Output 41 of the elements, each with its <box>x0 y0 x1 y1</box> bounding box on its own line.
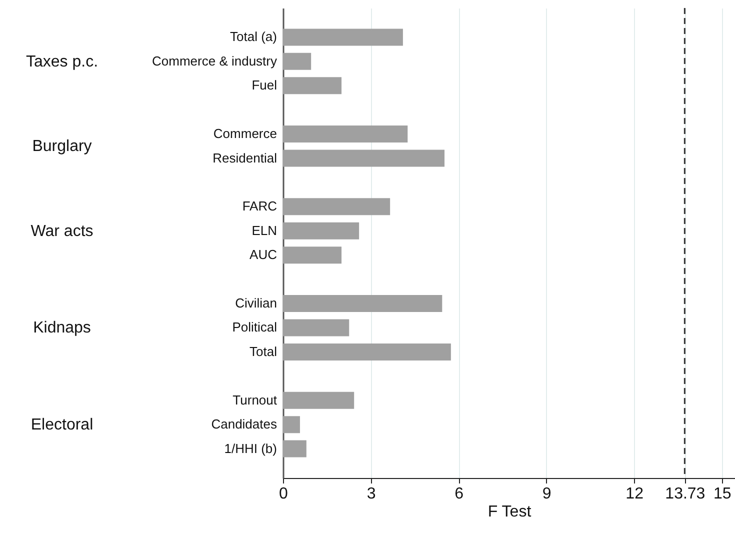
bar <box>283 126 408 143</box>
y-tick-label: Commerce & industry <box>152 53 278 68</box>
y-tick-label: FARC <box>242 198 277 214</box>
y-tick-label: Civilian <box>235 296 277 311</box>
text: War acts <box>30 222 94 240</box>
x-tick-label: 0 <box>279 486 288 502</box>
y-tick-label: AUC <box>250 247 277 262</box>
x-tick-label: 13.73 <box>665 486 706 502</box>
y-tick-label: Total <box>250 344 278 359</box>
bar <box>283 77 342 94</box>
bar <box>283 440 306 458</box>
bar <box>283 246 342 264</box>
x-tick-label: 15 <box>713 486 732 502</box>
bar <box>283 392 354 409</box>
bar <box>283 222 360 240</box>
text: Taxes p.c. <box>26 53 98 70</box>
x-tick-label: 3 <box>366 486 376 502</box>
x-tick-label: 9 <box>542 486 552 502</box>
y-tick-label: Total (a) <box>230 29 277 44</box>
bar <box>283 343 451 360</box>
bar <box>283 150 444 167</box>
text: Burglary <box>32 138 92 156</box>
y-tick-label: Commerce <box>213 126 277 142</box>
bar <box>283 52 312 70</box>
bar <box>283 295 442 312</box>
x-tick-label: 6 <box>454 486 464 502</box>
x-tick-label: 12 <box>626 486 644 502</box>
y-tick-label: Political <box>232 320 278 335</box>
y-tick-label: 1/HHI (b) <box>224 440 277 456</box>
text: Kidnaps <box>33 320 91 337</box>
y-tick-label: ELN <box>252 222 277 238</box>
text: Electoral <box>30 416 94 434</box>
x-axis-title: F Test <box>488 504 532 520</box>
bar <box>283 416 300 434</box>
y-tick-label: Candidates <box>211 416 278 432</box>
y-tick-label: Fuel <box>252 78 278 93</box>
bar <box>283 319 350 336</box>
y-tick-label: Residential <box>212 150 278 166</box>
bar <box>283 28 403 46</box>
y-tick-label: Turnout <box>232 392 278 408</box>
bar <box>283 198 390 216</box>
